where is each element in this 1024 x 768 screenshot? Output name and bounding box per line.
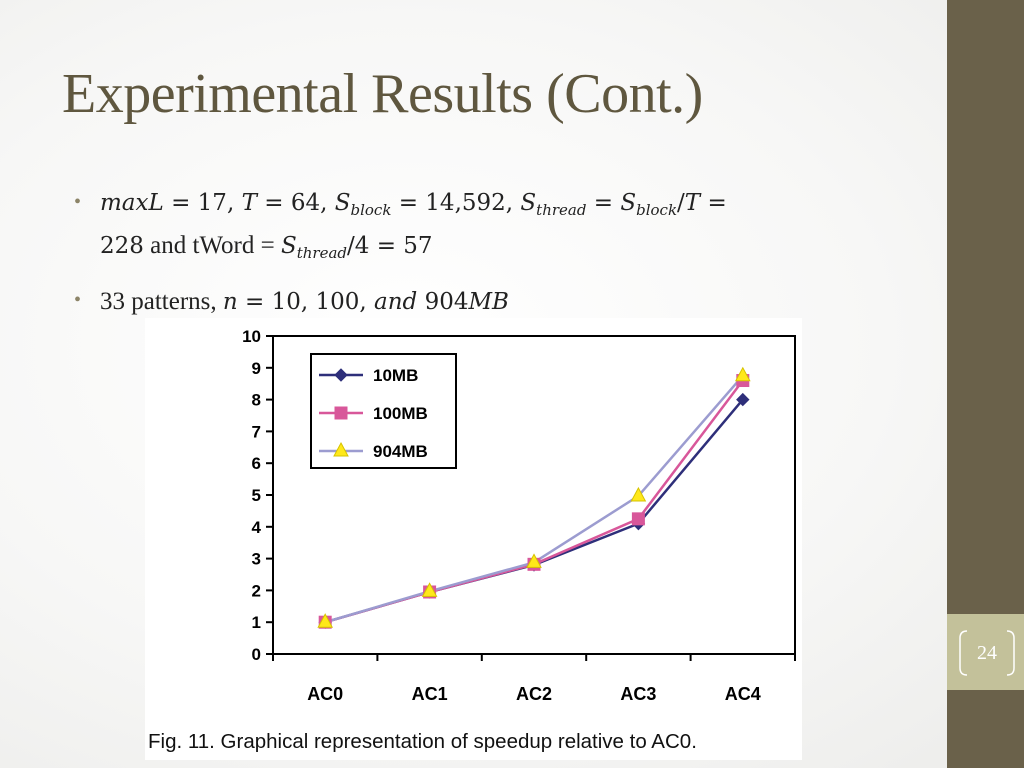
- bullet-item-parameters: • maxL = 17, T = 64, Sblock = 14,592, St…: [74, 186, 914, 271]
- x-tick-label: AC0: [307, 684, 343, 704]
- x-tick-label: AC1: [412, 684, 448, 704]
- y-tick-label: 8: [252, 391, 261, 410]
- bullet-list: • maxL = 17, T = 64, Sblock = 14,592, St…: [74, 186, 914, 333]
- page-number-frame: 24: [958, 630, 1016, 676]
- legend-entry-label: 10MB: [373, 366, 418, 385]
- y-tick-label: 6: [252, 454, 261, 473]
- legend-entry-label: 100MB: [373, 404, 428, 423]
- x-tick-label: AC3: [620, 684, 656, 704]
- data-point-marker: [630, 486, 647, 502]
- legend-entry-label: 904MB: [373, 442, 428, 461]
- figure-panel: 0 1 2 3 4 5 6 7 8 9 10 AC0 AC1 AC2 AC3 AC4 10MB 100MB 904M…: [145, 318, 802, 760]
- data-point-marker: [631, 512, 645, 526]
- x-tick-label: AC4: [725, 684, 761, 704]
- page-number: 24: [977, 642, 997, 664]
- figure-caption: Fig. 11. Graphical representation of spe…: [148, 730, 697, 753]
- data-point-marker: [317, 613, 334, 628]
- x-tick-label: AC2: [516, 684, 552, 704]
- bullet-item-patterns: • 33 patterns, n = 10, 100, and 904MB: [74, 284, 914, 320]
- y-tick-label: 0: [252, 645, 261, 664]
- patterns-line: 33 patterns, n = 10, 100, and 904MB: [100, 288, 509, 315]
- parameters-line-1: maxL = 17, T = 64, Sblock = 14,592, Sthr…: [100, 190, 727, 219]
- legend-swatch-marker: [334, 406, 348, 420]
- y-tick-label: 4: [252, 518, 262, 537]
- data-point-marker: [734, 366, 751, 382]
- legend-swatch-marker: [334, 368, 348, 382]
- slide-title: Experimental Results (Cont.): [62, 63, 703, 125]
- y-tick-label: 10: [242, 327, 261, 346]
- y-tick-label: 7: [252, 422, 261, 441]
- bullet-dot-icon: •: [74, 191, 82, 213]
- y-tick-label: 5: [252, 486, 261, 505]
- data-point-marker: [736, 392, 750, 407]
- y-tick-label: 3: [252, 550, 261, 569]
- y-tick-label: 2: [252, 581, 261, 600]
- data-point-marker: [526, 553, 542, 568]
- bracket-frame-icon: [959, 630, 1015, 676]
- legend-swatch-marker: [333, 441, 349, 457]
- speedup-line-chart: 0 1 2 3 4 5 6 7 8 9 10 AC0 AC1 AC2 AC3 AC4 10MB 100MB 904M…: [242, 327, 796, 704]
- bullet-dot-icon: •: [74, 289, 82, 311]
- y-tick-label: 9: [252, 359, 261, 378]
- y-tick-label: 1: [252, 613, 261, 632]
- parameters-line-2: 228 and tWord = Sthread/4 = 57: [100, 232, 433, 262]
- data-point-marker: [421, 582, 438, 597]
